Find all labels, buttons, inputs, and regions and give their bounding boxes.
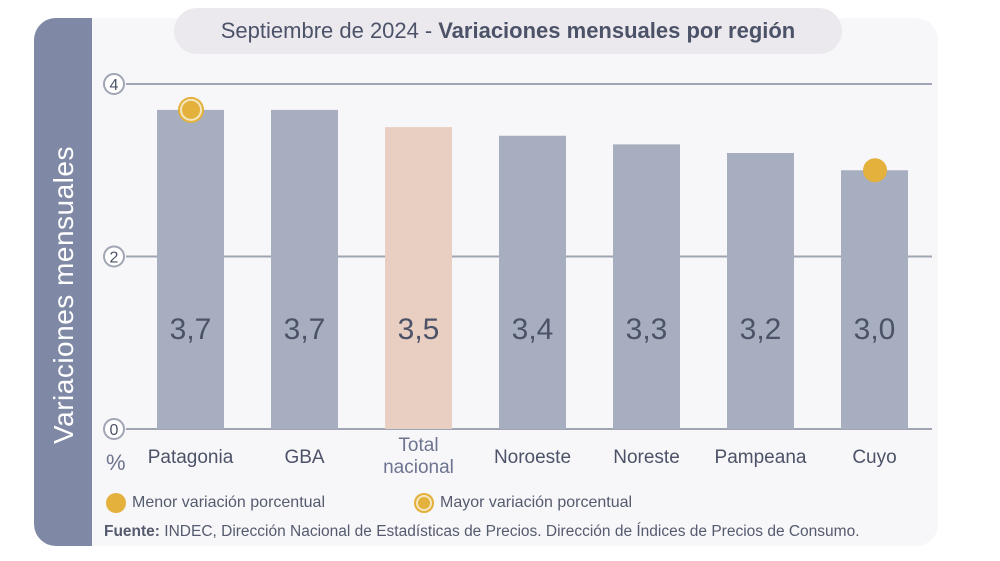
bar <box>271 109 338 429</box>
y-axis-band <box>34 18 92 546</box>
legend-min-label: Menor variación porcentual <box>132 494 325 511</box>
bar-value-label: 3,5 <box>398 313 440 346</box>
bar <box>385 127 452 429</box>
title-main: Variaciones mensuales por región <box>438 18 796 43</box>
max-marker-icon <box>414 493 434 513</box>
bar <box>841 170 908 429</box>
x-tick-label: Pampeana <box>715 447 807 468</box>
chart-title: Septiembre de 2024 - Variaciones mensual… <box>174 8 842 54</box>
min-marker <box>863 158 887 183</box>
source-note: Fuente: INDEC, Dirección Nacional de Est… <box>104 523 860 541</box>
legend-max-label: Mayor variación porcentual <box>440 494 633 511</box>
x-tick-label: GBA <box>284 447 324 468</box>
title-separator: - <box>424 18 433 43</box>
bar-value-label: 3,3 <box>626 313 668 346</box>
y-tick-badge <box>103 418 125 440</box>
bar <box>727 153 794 429</box>
bar-value-label: 3,0 <box>854 313 896 346</box>
bar <box>499 135 566 429</box>
source-prefix: Fuente: <box>104 523 160 540</box>
x-tick-label: Noreste <box>613 447 680 468</box>
legend-min: Menor variación porcentual <box>106 493 325 513</box>
x-tick-label: Patagonia <box>148 447 234 468</box>
bar-value-label: 3,4 <box>512 313 554 346</box>
source-text: INDEC, Dirección Nacional de Estadística… <box>164 523 860 540</box>
title-date: Septiembre de 2024 <box>220 18 419 43</box>
bar-value-label: 3,7 <box>170 313 212 346</box>
y-unit-label: % <box>106 450 126 475</box>
bar-value-label: 3,2 <box>740 313 782 346</box>
bar <box>613 144 680 429</box>
x-tick-label: Cuyo <box>852 447 896 468</box>
x-tick-label: Total <box>398 435 438 456</box>
max-marker-ring <box>180 98 202 121</box>
bar-value-label: 3,7 <box>284 313 326 346</box>
legend-max: Mayor variación porcentual <box>414 493 632 513</box>
bar <box>157 109 224 429</box>
y-tick-label: 2 <box>110 250 119 267</box>
y-tick-badge <box>103 245 125 268</box>
y-tick-label: 0 <box>110 422 119 439</box>
y-tick-badge <box>103 73 125 95</box>
y-tick-label: 4 <box>110 77 119 94</box>
x-tick-label: nacional <box>383 457 454 478</box>
x-tick-label: Noroeste <box>494 447 571 468</box>
min-marker-icon <box>106 493 126 513</box>
